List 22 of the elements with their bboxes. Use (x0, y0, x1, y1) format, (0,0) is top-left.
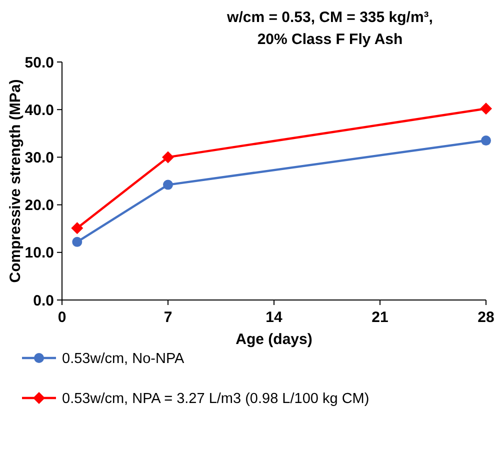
y-tick-label: 40.0 (24, 102, 54, 119)
point (480, 102, 492, 115)
y-tick-label: 50.0 (24, 54, 54, 72)
point (163, 180, 173, 190)
y-axis-title: Compressive strength (MPa) (7, 79, 24, 283)
legend-label: 0.53w/cm, NPA = 3.27 L/m3 (0.98 L/100 kg CM) (62, 391, 370, 408)
point (71, 222, 84, 234)
point (72, 236, 82, 247)
x-tick-label: 28 (478, 309, 494, 326)
point (481, 136, 491, 146)
y-tick-label: 10.0 (24, 244, 54, 262)
legend-label: 0.53w/cm, No-NPA (62, 351, 185, 368)
x-tick-label: 7 (164, 309, 172, 326)
x-tick-label: 0 (58, 309, 66, 326)
point (162, 151, 174, 164)
x-axis-title: Age (days) (236, 331, 312, 348)
y-tick-label: 20.0 (24, 197, 54, 214)
chart-title: w/cm = 0.53, CM = 335 kg/m³, 20% Class F Fly Ash (226, 9, 433, 48)
y-tick-label: 0.0 (33, 292, 54, 310)
x-tick-label: 14 (266, 309, 283, 326)
x-tick-label: 21 (372, 309, 388, 326)
y-tick-label: 30.0 (24, 149, 54, 166)
